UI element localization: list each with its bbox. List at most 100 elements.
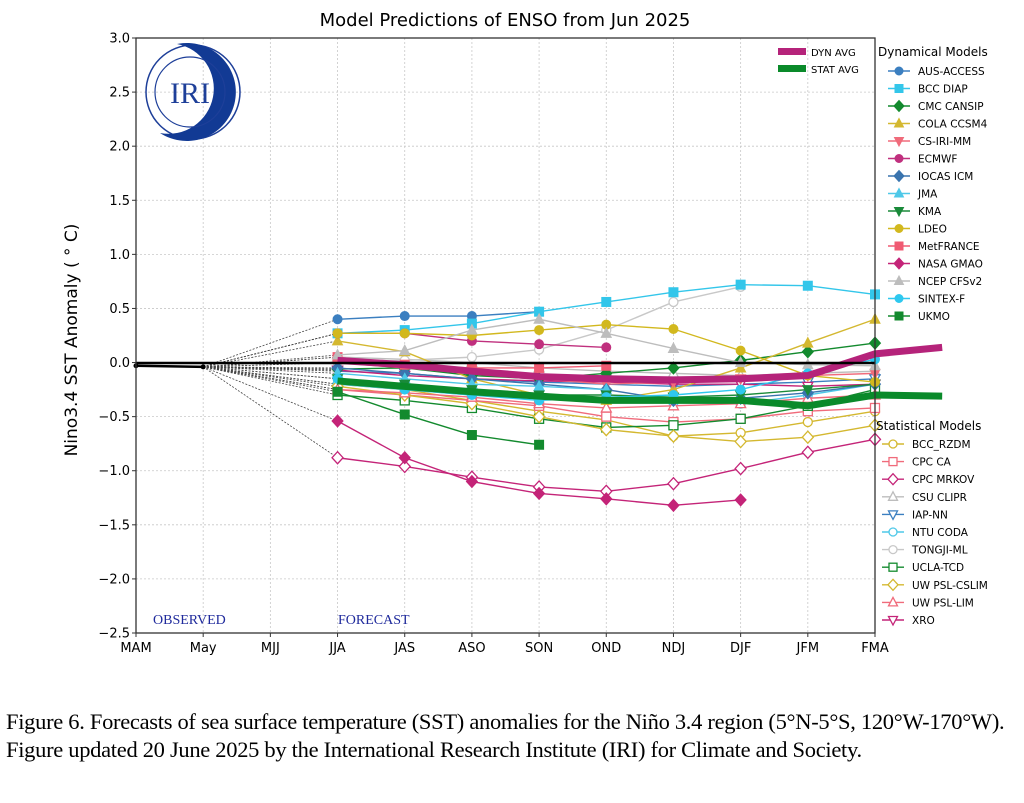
- data-point-marker: [801, 385, 814, 397]
- data-point-marker: [894, 294, 904, 303]
- data-point-marker: [332, 314, 343, 325]
- data-point-marker: [599, 422, 613, 437]
- logo-inner-ring: [154, 56, 226, 128]
- data-point-marker: [399, 311, 410, 322]
- data-point-marker: [802, 416, 813, 428]
- data-point-marker: [893, 187, 905, 198]
- x-tick-label: MAM: [120, 641, 151, 656]
- y-tick-label: −1.5: [98, 518, 130, 533]
- data-point-marker: [668, 287, 679, 298]
- data-point-marker: [893, 117, 905, 128]
- observed-point: [200, 364, 206, 370]
- legend-label: CMC CANSIP: [918, 101, 984, 113]
- legend-item: UCLA-TCD: [882, 562, 964, 574]
- data-point-marker: [735, 279, 746, 290]
- data-point-marker: [601, 411, 612, 422]
- data-point-marker: [894, 224, 904, 233]
- legend-label: UW PSL-LIM: [912, 597, 974, 609]
- y-tick-label: −1.0: [98, 464, 130, 479]
- data-point-marker: [466, 351, 478, 363]
- connector-line: [203, 366, 338, 387]
- data-point-marker: [600, 326, 613, 338]
- legend-item: SINTEX-F: [888, 294, 965, 306]
- legend-label: NTU CODA: [912, 527, 969, 539]
- logo-crescent: [160, 43, 236, 142]
- legend-label: CPC CA: [912, 457, 952, 469]
- legend-item: ECMWF: [888, 154, 957, 166]
- legend-statistical: Statistical Models BCC_RZDM CPC CA CPC MRK…: [876, 419, 988, 627]
- data-point-marker: [331, 348, 344, 360]
- chart-title: Model Predictions of ENSO from Jun 2025: [320, 10, 691, 31]
- y-tick-label: 2.0: [109, 140, 130, 155]
- legend-label: UW PSL-CSLIM: [912, 580, 988, 592]
- connector-line: [203, 366, 338, 380]
- legend-item: UKMO: [888, 311, 950, 323]
- data-point-marker: [894, 154, 904, 163]
- legend-item: NASA GMAO: [888, 257, 983, 271]
- legend-label: COLA CCSM4: [918, 119, 988, 131]
- y-tick-label: −0.5: [98, 410, 130, 425]
- forecast-connectors: [202, 318, 338, 459]
- logo-text: IRI: [170, 77, 210, 110]
- legend-label: CPC MRKOV: [912, 474, 975, 486]
- y-tick-label: 0.5: [109, 302, 130, 317]
- data-point-marker: [600, 401, 613, 413]
- x-tick-label: NDJ: [662, 641, 686, 656]
- connector-line: [203, 366, 338, 369]
- connector-line: [203, 366, 338, 390]
- data-point-marker: [887, 578, 899, 592]
- legend-item: AUS-ACCESS: [888, 66, 985, 78]
- legend-label: DYN AVG: [811, 48, 856, 59]
- legend-item: NTU CODA: [882, 527, 969, 539]
- data-point-marker: [534, 362, 545, 373]
- y-tick-label: 3.0: [109, 32, 130, 47]
- legend-item: CS-IRI-MM: [888, 136, 971, 148]
- x-tick-label: SON: [525, 641, 553, 656]
- legend-label: BCC DIAP: [918, 84, 968, 96]
- x-tick-label: FMA: [861, 641, 889, 656]
- data-point-marker: [399, 328, 410, 339]
- average-line-dyn-avg: [337, 343, 943, 384]
- data-point-marker: [887, 596, 899, 607]
- legend-item: NCEP CFSv2: [888, 274, 982, 288]
- data-point-marker: [532, 409, 546, 424]
- data-point-marker: [398, 451, 411, 465]
- data-point-marker: [734, 493, 747, 507]
- legend-label: UCLA-TCD: [912, 562, 964, 574]
- legend-item: CSU CLIPR: [882, 490, 967, 504]
- x-tick-label: May: [190, 641, 217, 656]
- data-point-marker: [893, 207, 905, 218]
- data-point-marker: [735, 384, 746, 395]
- legend-label: CSU CLIPR: [912, 492, 967, 504]
- series-aus-access: [332, 306, 545, 325]
- legend-item: UW PSL-LIM: [882, 596, 974, 609]
- legend-label: SINTEX-F: [918, 294, 965, 306]
- plot-frame: [135, 37, 876, 634]
- data-point-marker: [465, 474, 479, 489]
- y-tick-label: 0.0: [109, 356, 130, 371]
- legend-dynamical: Dynamical Models AUS-ACCESS BCC DIAP CMC C…: [878, 45, 988, 323]
- figure-caption: Figure 6. Forecasts of sea surface tempe…: [6, 709, 1005, 762]
- legend-label: IOCAS ICM: [918, 171, 973, 183]
- legend-item: BCC DIAP: [888, 84, 968, 96]
- data-point-marker: [888, 439, 898, 449]
- data-point-marker: [893, 137, 905, 148]
- data-point-marker: [601, 296, 612, 307]
- data-point-marker: [466, 430, 477, 441]
- legend-item: LDEO: [888, 224, 947, 236]
- observed-annotation: OBSERVED: [153, 613, 226, 628]
- data-point-marker: [668, 420, 679, 431]
- legend-item: XRO: [882, 615, 935, 627]
- data-point-marker: [893, 274, 905, 285]
- data-point-marker: [399, 409, 410, 420]
- data-point-marker: [734, 434, 748, 449]
- x-tick-label: OND: [591, 641, 621, 656]
- data-point-marker: [887, 490, 899, 501]
- data-point-marker: [534, 439, 545, 450]
- data-point-marker: [887, 472, 899, 486]
- legend-item: BCC_RZDM: [882, 439, 971, 451]
- legend-label: UKMO: [918, 311, 950, 323]
- data-point-marker: [332, 328, 343, 339]
- legend-statistical-title: Statistical Models: [876, 419, 981, 433]
- data-point-marker: [735, 413, 746, 424]
